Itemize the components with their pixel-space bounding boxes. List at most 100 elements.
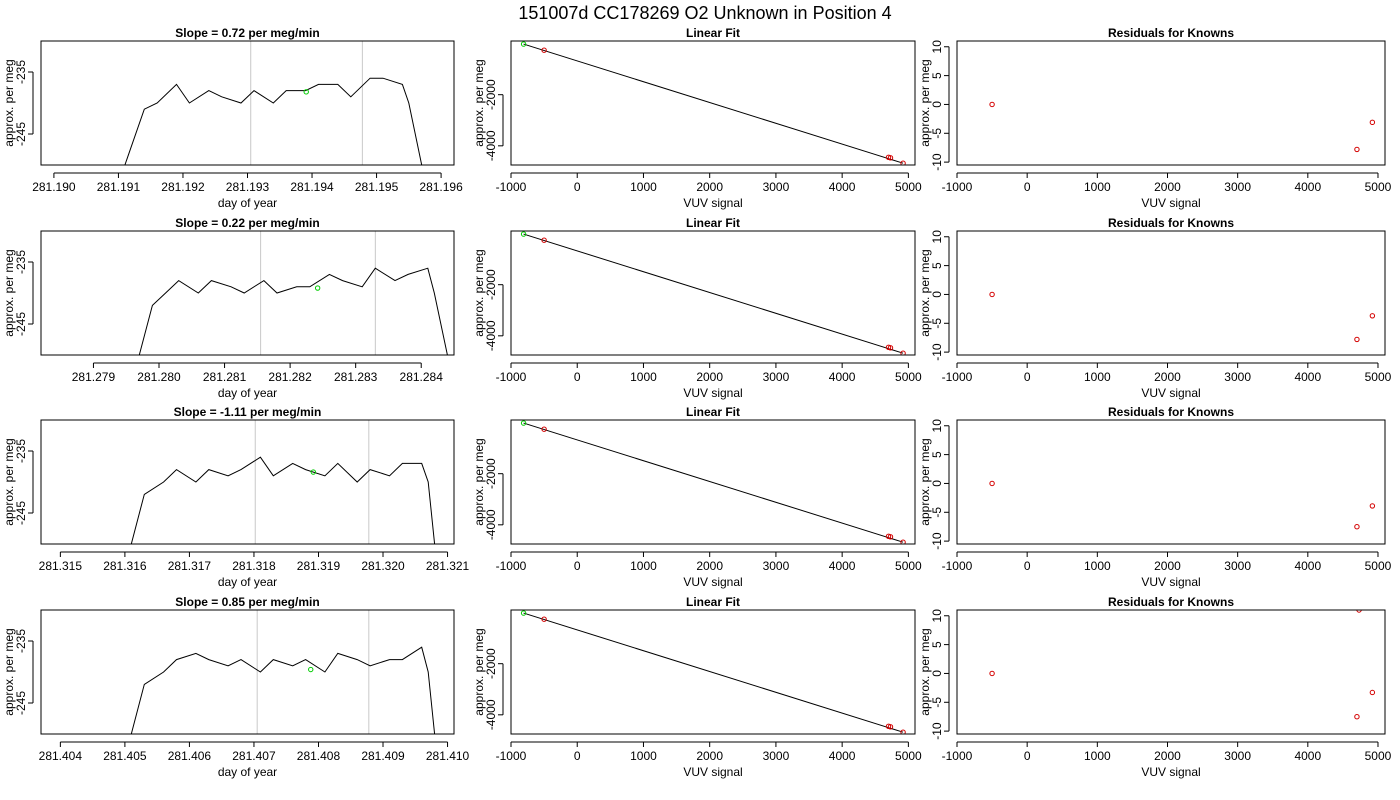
x-tick-label: 3000: [1224, 559, 1251, 573]
y-tick-label: 10: [930, 40, 944, 54]
red-data-point: [1356, 610, 1362, 613]
x-tick-label: 281.405: [103, 749, 147, 763]
x-tick-label: 281.407: [232, 749, 276, 763]
x-tick-label: 281.281: [203, 370, 247, 384]
plot-area: [989, 610, 1376, 720]
x-tick-label: 281.282: [268, 370, 312, 384]
plot-frame: [956, 230, 1386, 356]
y-tick-label: 0: [930, 291, 944, 298]
x-tick-label: 2000: [1154, 749, 1181, 763]
red-data-point: [1354, 523, 1360, 530]
x-tick-label: -1000: [496, 749, 527, 763]
x-tick-label: 5000: [1365, 370, 1392, 384]
y-axis-label: approx. per meg: [918, 249, 932, 336]
green-marker-point: [310, 469, 317, 475]
plot-area: [138, 231, 448, 355]
plot-area: [130, 420, 436, 544]
red-data-point: [887, 534, 894, 540]
y-tick-label: 0: [930, 480, 944, 487]
y-tick-label: -5: [930, 318, 944, 329]
x-tick-label: 281.192: [161, 180, 205, 194]
red-data-point: [887, 724, 894, 730]
x-tick-label: 1000: [630, 180, 657, 194]
y-axis-label: approx. per meg: [918, 628, 932, 715]
panel-title: Slope = 0.22 per meg/min: [175, 216, 319, 230]
x-tick-label: 1000: [1084, 370, 1111, 384]
x-tick-label: 281.409: [361, 749, 405, 763]
x-tick-label: 281.316: [103, 559, 147, 573]
panel-res4: Residuals for Knowns -1000 0 1000 2000 3000 40…: [918, 595, 1392, 779]
x-tick-label: 281.404: [39, 749, 83, 763]
y-axis-label: approx. per meg: [472, 249, 486, 336]
plot-frame: [510, 230, 916, 356]
x-tick-label: 0: [574, 559, 581, 573]
panel-fit2: Linear Fit -1000 0 1000 2000 3000 4000 5000 -200…: [472, 216, 922, 400]
y-tick-label: -2000: [484, 79, 498, 110]
panel-fit4: Linear Fit -1000 0 1000 2000 3000 4000 5000 -200…: [472, 595, 922, 779]
x-tick-label: 3000: [763, 559, 790, 573]
x-tick-label: 281.410: [426, 749, 470, 763]
y-axis-label: approx. per meg: [2, 59, 16, 146]
y-tick-label: -4000: [484, 130, 498, 161]
x-tick-label: 281.315: [39, 559, 83, 573]
panel-grid: Slope = 0.72 per meg/min 281.190 281.191 28…: [2, 26, 1392, 779]
x-tick-label: 281.319: [297, 559, 341, 573]
red-data-point: [541, 47, 547, 53]
y-tick-label: 10: [930, 419, 944, 433]
x-tick-label: 2000: [1154, 180, 1181, 194]
y-tick-label: -235: [14, 250, 28, 274]
plot-area: [520, 231, 906, 355]
x-tick-label: -1000: [496, 180, 527, 194]
x-tick-label: 4000: [829, 559, 856, 573]
red-data-point: [900, 729, 906, 734]
x-tick-label: 0: [1024, 180, 1031, 194]
panel-title: Residuals for Knowns: [1108, 595, 1234, 609]
panel-res2: Residuals for Knowns -1000 0 1000 2000 3000 40…: [918, 216, 1392, 400]
y-tick-label: -2000: [484, 648, 498, 679]
x-tick-label: 0: [1024, 749, 1031, 763]
x-axis-label: day of year: [218, 386, 277, 400]
y-tick-label: -235: [14, 60, 28, 84]
x-tick-label: 1000: [630, 559, 657, 573]
x-tick-label: 281.190: [32, 180, 76, 194]
x-tick-label: 0: [574, 180, 581, 194]
x-tick-label: -1000: [496, 370, 527, 384]
x-tick-label: 281.321: [426, 559, 470, 573]
green-data-point: [520, 231, 527, 237]
x-tick-label: 1000: [1084, 559, 1111, 573]
plot-area: [520, 420, 906, 544]
y-tick-label: -4000: [484, 320, 498, 351]
y-tick-label: 5: [930, 262, 944, 269]
panel-title: Slope = 0.72 per meg/min: [175, 26, 319, 40]
y-axis-label: approx. per meg: [2, 628, 16, 715]
red-data-point: [1354, 146, 1360, 153]
x-tick-label: 5000: [895, 370, 922, 384]
x-tick-label: 0: [1024, 559, 1031, 573]
x-axis-label: VUV signal: [1141, 386, 1200, 400]
y-axis-label: approx. per meg: [472, 628, 486, 715]
plot-area: [989, 291, 1376, 343]
y-tick-label: -245: [14, 122, 28, 146]
red-data-point: [1354, 713, 1360, 720]
red-data-point: [887, 345, 894, 351]
panel-title: Linear Fit: [686, 595, 740, 609]
x-tick-label: 0: [1024, 370, 1031, 384]
red-data-point: [1369, 689, 1376, 696]
y-tick-label: 5: [930, 641, 944, 648]
x-tick-label: 3000: [1224, 749, 1251, 763]
green-data-point: [520, 420, 527, 426]
y-tick-label: -5: [930, 697, 944, 708]
panel-title: Linear Fit: [686, 405, 740, 419]
x-axis-label: VUV signal: [1141, 765, 1200, 779]
x-tick-label: 281.283: [334, 370, 378, 384]
y-tick-label: -5: [930, 507, 944, 518]
y-tick-label: 0: [930, 670, 944, 677]
data-line: [138, 267, 448, 355]
y-tick-label: -4000: [484, 699, 498, 730]
panel-fit3: Linear Fit -1000 0 1000 2000 3000 4000 5000 -200…: [472, 405, 922, 589]
green-marker-point: [308, 666, 314, 673]
data-line: [130, 646, 436, 734]
x-tick-label: 1000: [1084, 180, 1111, 194]
red-data-point: [989, 480, 995, 487]
y-axis-label: approx. per meg: [2, 249, 16, 336]
